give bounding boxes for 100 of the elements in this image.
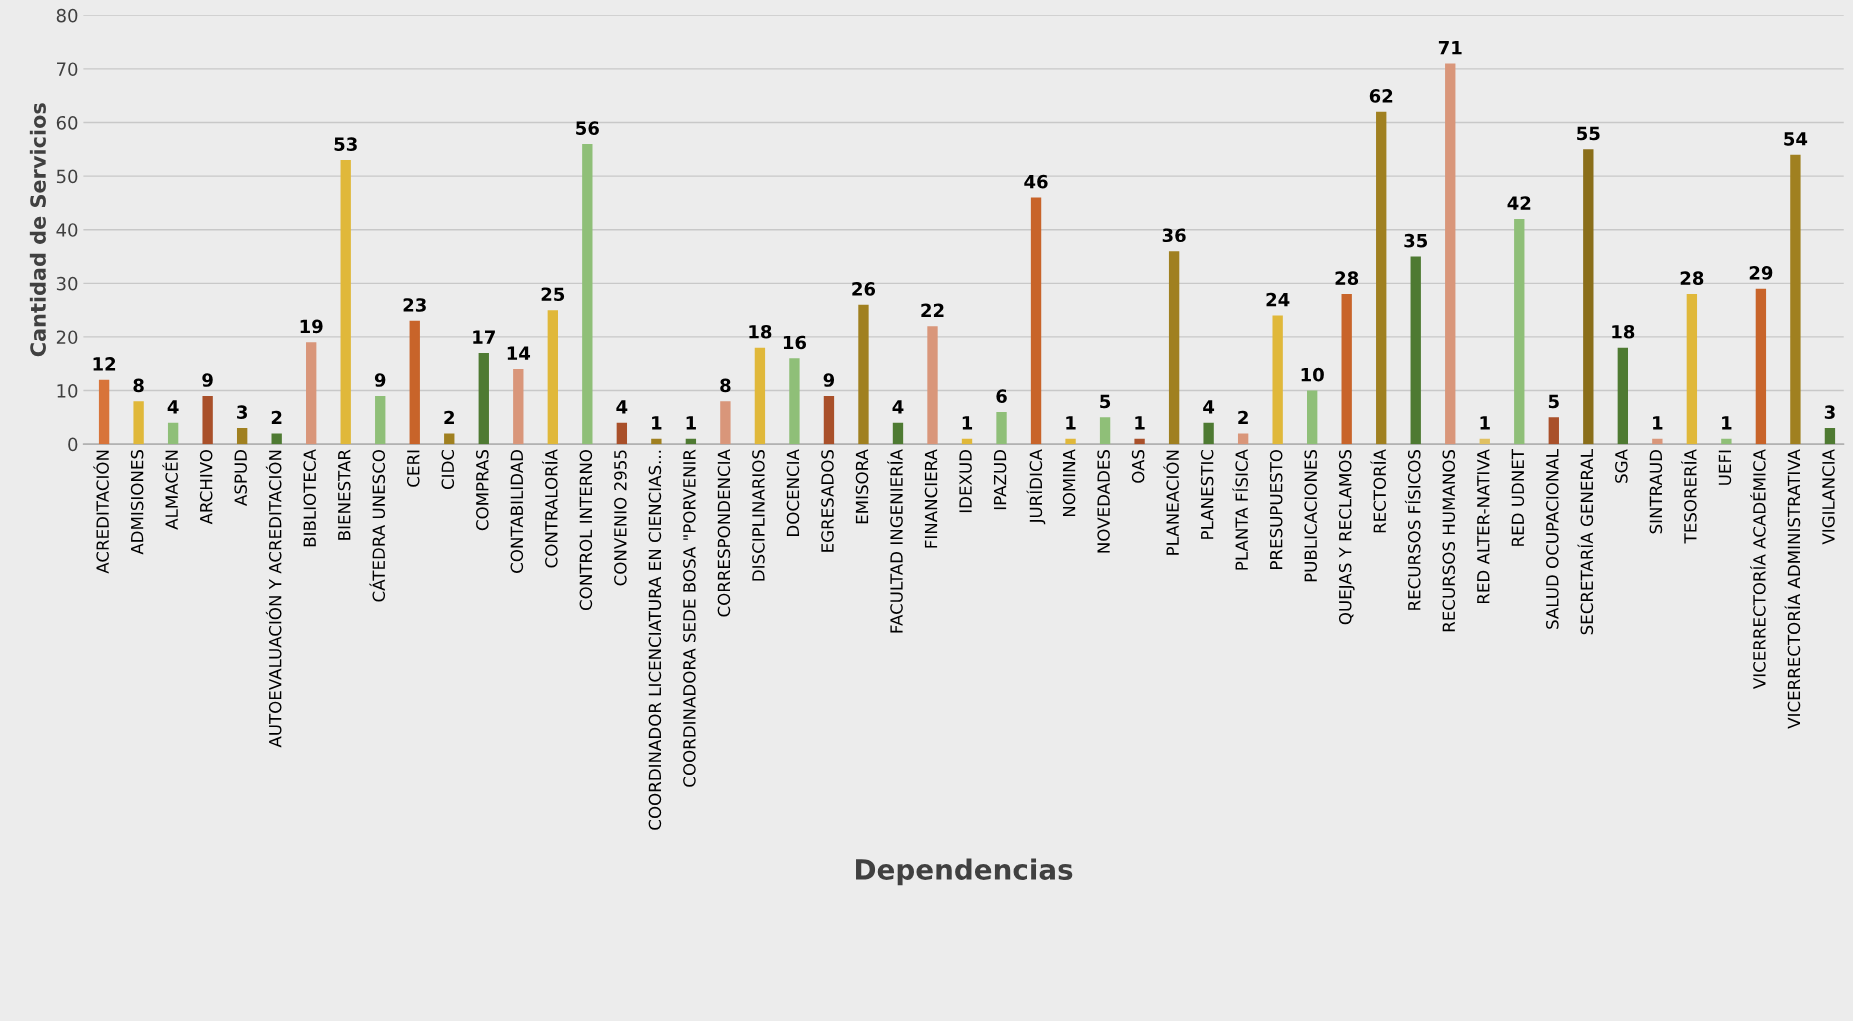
bar bbox=[1514, 219, 1525, 445]
x-tick-label: ARCHIVO bbox=[199, 449, 213, 525]
x-tick-label: OAS bbox=[1131, 449, 1145, 483]
bar bbox=[1686, 294, 1698, 445]
x-tick-label: COORDINADOR LICENCIATURA EN CIENCIAS... bbox=[648, 450, 662, 830]
data-label: 62 bbox=[1369, 89, 1393, 103]
data-label: 55 bbox=[1577, 126, 1600, 141]
data-label: 4 bbox=[167, 400, 179, 414]
x-tick-label: CÁTEDRA UNESCO bbox=[369, 449, 386, 602]
x-tick-label: UEFI bbox=[1718, 450, 1732, 485]
bar bbox=[1721, 438, 1732, 445]
data-label: 6 bbox=[996, 389, 1007, 403]
bar bbox=[513, 369, 524, 445]
x-tick-label: DOCENCIA bbox=[786, 449, 800, 536]
data-label: 5 bbox=[1548, 394, 1559, 409]
x-tick-label: CONTROL INTERNO bbox=[579, 449, 593, 611]
data-label: 26 bbox=[852, 282, 876, 296]
data-label: 2 bbox=[444, 410, 454, 425]
bar bbox=[236, 428, 248, 445]
x-tick-label: ASPUD bbox=[234, 449, 247, 506]
data-label: 3 bbox=[237, 405, 248, 419]
bar bbox=[306, 342, 317, 445]
x-tick-label: JURÍDICA bbox=[1026, 449, 1046, 525]
data-label: 4 bbox=[892, 400, 904, 414]
data-label: 17 bbox=[473, 330, 495, 344]
x-tick-label: RED UDNET bbox=[1511, 448, 1525, 546]
bar bbox=[1548, 417, 1559, 445]
bar bbox=[375, 395, 386, 445]
bar bbox=[340, 160, 351, 445]
bar bbox=[616, 422, 628, 445]
bar bbox=[271, 433, 282, 445]
bar bbox=[823, 395, 835, 445]
x-tick-label: SECRETARÍA GENERAL bbox=[1577, 449, 1594, 635]
x-tick-label: RECURSOS HUMANOS bbox=[1442, 449, 1456, 632]
bar bbox=[1755, 288, 1767, 445]
x-tick-label: DISCIPLINARIOS bbox=[752, 449, 765, 581]
x-tick-label: FACULTAD INGENIERÍA bbox=[887, 449, 903, 633]
x-tick-label: ADMISIONES bbox=[130, 449, 144, 555]
x-tick-label: ALMACÉN bbox=[162, 450, 178, 530]
data-label: 22 bbox=[921, 303, 944, 317]
data-label: 3 bbox=[1824, 405, 1835, 419]
x-tick-label: IDEXUD bbox=[959, 449, 972, 513]
data-label: 5 bbox=[1100, 394, 1111, 409]
x-tick-label: PLANEACIÓN bbox=[1163, 450, 1179, 555]
bar bbox=[1341, 294, 1352, 445]
data-label: 1 bbox=[1722, 416, 1732, 430]
data-label: 18 bbox=[1612, 324, 1635, 339]
y-tick-label: 40 bbox=[56, 223, 78, 237]
data-label: 12 bbox=[93, 357, 116, 371]
y-tick-label: 0 bbox=[68, 437, 78, 452]
y-tick-label: 80 bbox=[56, 8, 78, 23]
bar bbox=[1237, 433, 1249, 445]
bar bbox=[1790, 154, 1801, 445]
data-label: 10 bbox=[1301, 367, 1324, 382]
x-tick-label: PLANTA FÍSICA bbox=[1232, 449, 1248, 570]
x-tick-label: COORDINADORA SEDE BOSA "PORVENIR bbox=[683, 449, 696, 787]
bar bbox=[582, 143, 593, 445]
bar bbox=[1376, 111, 1387, 445]
bar bbox=[789, 358, 800, 445]
x-tick-label: VIGILANCIA bbox=[1822, 449, 1835, 545]
data-label: 1 bbox=[1135, 416, 1145, 430]
data-label: 9 bbox=[202, 373, 213, 387]
y-tick-label: 30 bbox=[56, 276, 78, 291]
x-tick-label: EMISORA bbox=[855, 449, 869, 524]
data-label: 28 bbox=[1335, 271, 1359, 285]
bar bbox=[1652, 438, 1663, 445]
y-tick-label: 50 bbox=[56, 169, 78, 184]
bar bbox=[927, 326, 938, 445]
data-label: 18 bbox=[749, 324, 772, 339]
bar bbox=[1479, 438, 1490, 445]
data-label: 54 bbox=[1784, 132, 1808, 146]
data-label: 42 bbox=[1507, 196, 1531, 210]
data-label: 1 bbox=[1066, 416, 1076, 430]
data-label: 9 bbox=[374, 373, 386, 387]
bar bbox=[720, 401, 731, 445]
x-tick-label: RED ALTER-NATIVA bbox=[1477, 449, 1490, 604]
bar bbox=[1272, 315, 1283, 445]
bar bbox=[651, 438, 662, 445]
y-tick-label: 70 bbox=[57, 62, 78, 77]
bar bbox=[1203, 422, 1214, 445]
bar bbox=[1168, 251, 1180, 445]
x-tick-label: COMPRAS bbox=[476, 449, 489, 531]
data-label: 36 bbox=[1162, 228, 1186, 243]
x-tick-label: PLANESTIC bbox=[1200, 449, 1214, 539]
bar bbox=[1030, 197, 1042, 445]
x-tick-label: CONTRALORÍA bbox=[541, 449, 558, 568]
bar bbox=[98, 379, 110, 445]
x-tick-label: CONTABILIDAD bbox=[510, 449, 524, 573]
data-label: 56 bbox=[576, 121, 599, 135]
x-tick-label: CERI bbox=[406, 450, 420, 487]
x-tick-label: VICERRECTORÍA ACADÉMICA bbox=[1750, 449, 1766, 690]
data-label: 1 bbox=[1653, 416, 1663, 430]
bar bbox=[444, 433, 455, 445]
x-tick-label: NOMINA bbox=[1062, 449, 1076, 517]
x-tick-label: VICERRECTORÍA ADMINISTRATIVA bbox=[1784, 449, 1801, 729]
data-label: 19 bbox=[300, 319, 323, 334]
bar bbox=[1824, 428, 1836, 445]
data-label: 14 bbox=[507, 346, 531, 360]
bar bbox=[409, 320, 420, 445]
y-tick-label: 10 bbox=[57, 383, 78, 398]
